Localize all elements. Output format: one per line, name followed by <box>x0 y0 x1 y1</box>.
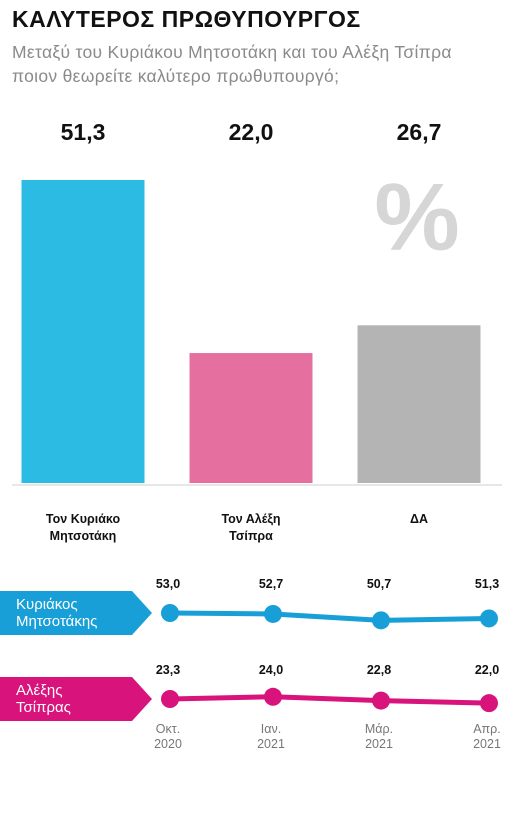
x-tick-label: Απρ. <box>473 722 501 736</box>
series-name-1: Κυριάκος <box>16 596 78 613</box>
chart-title: ΚΑΛΥΤΕΡΟΣ ΠΡΩΘΥΠΟΥΡΓΟΣ <box>12 6 361 32</box>
point-value-label: 22,0 <box>475 663 499 677</box>
series-point-1-2 <box>264 604 282 623</box>
series-point-2-4 <box>480 694 498 713</box>
x-tick-label: 2021 <box>473 737 501 751</box>
series-name-1: Μητσοτάκης <box>16 613 97 630</box>
bar-category-label-3: ΔΑ <box>410 512 428 526</box>
series-point-2-2 <box>264 687 282 706</box>
x-tick-label: 2021 <box>365 737 393 751</box>
bar-2 <box>189 353 313 483</box>
bar-category-label-2: Τσίπρα <box>229 529 273 543</box>
percent-symbol: % <box>374 164 459 271</box>
series-tag-1 <box>0 591 152 635</box>
series-point-2-1 <box>161 690 179 708</box>
x-tick-label: 2021 <box>257 737 285 751</box>
bar-value-label-2: 22,0 <box>229 119 274 145</box>
bar-category-label-1: Μητσοτάκη <box>50 529 117 543</box>
x-tick-label: Ιαν. <box>261 722 281 736</box>
point-value-label: 23,3 <box>156 663 180 677</box>
x-tick-label: Μάρ. <box>365 722 393 736</box>
bar-1 <box>21 180 145 483</box>
series-line-2 <box>169 694 490 706</box>
x-tick-label: 2020 <box>154 737 182 751</box>
series-point-1-3 <box>372 611 390 630</box>
series-line-1 <box>169 610 490 623</box>
series-name-2: Τσίπρας <box>16 699 71 716</box>
point-value-label: 24,0 <box>259 663 283 677</box>
point-value-label: 22,8 <box>367 663 391 677</box>
bar-chart: 51,3 Τον Κυριάκο Μητσοτάκη 22,0 Τον Αλέξη Τσί… <box>21 119 481 543</box>
series-point-1-4 <box>480 609 498 628</box>
chart-subtitle: Μεταξύ του Κυριάκου Μητσοτάκη και του Αλ… <box>12 42 452 86</box>
bar-category-label-1: Τον Κυριάκο <box>46 512 121 526</box>
bar-category-label-2: Τον Αλέξη <box>221 512 280 526</box>
series-name-2: Αλέξης <box>16 682 62 699</box>
bar-value-label-1: 51,3 <box>61 119 106 145</box>
series-point-1-1 <box>161 604 179 622</box>
bar-3 <box>357 325 481 483</box>
point-value-label: 52,7 <box>259 577 283 591</box>
x-tick-label: Οκτ. <box>156 722 180 736</box>
point-value-label: 51,3 <box>475 577 499 591</box>
point-value-label: 50,7 <box>367 577 391 591</box>
point-value-label: 53,0 <box>156 577 180 591</box>
bar-value-label-3: 26,7 <box>397 119 442 145</box>
series-tag-2 <box>0 677 152 721</box>
series-point-2-3 <box>372 691 390 710</box>
